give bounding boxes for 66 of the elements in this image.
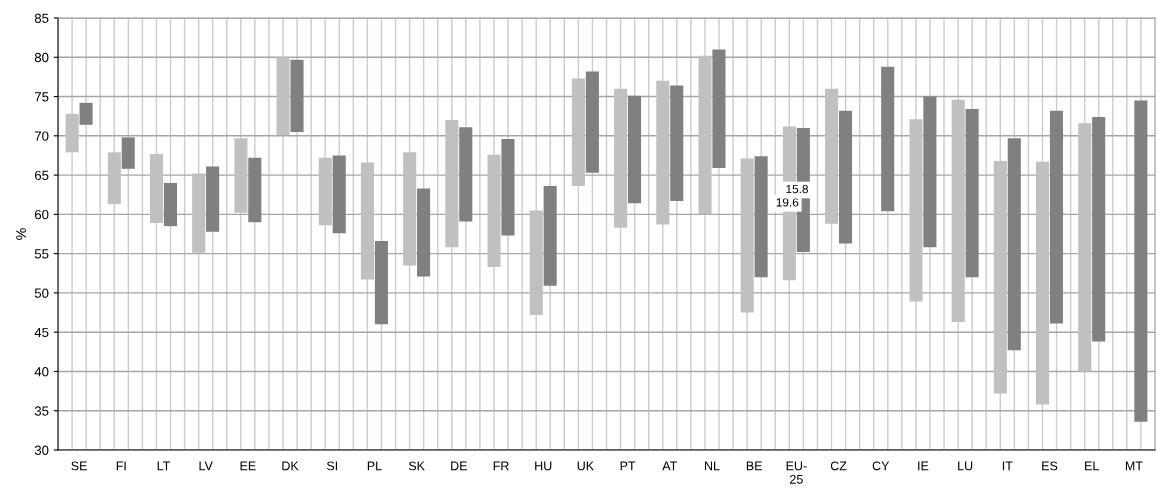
x-tick-label: SE: [71, 461, 87, 471]
y-tick-label: 40: [34, 367, 49, 377]
data-label: 15.8: [786, 184, 808, 194]
x-tick-label: DK: [282, 461, 299, 471]
x-tick-label: SI: [326, 461, 337, 471]
bar: [923, 96, 937, 248]
y-tick-label: 60: [34, 209, 49, 220]
x-tick-label: ES: [1042, 461, 1058, 471]
bar: [585, 71, 599, 173]
data-label: 19.6: [776, 198, 799, 207]
bar: [206, 166, 220, 232]
bar: [1007, 138, 1021, 351]
x-tick-label: HU: [535, 461, 552, 471]
x-tick-label: CZ: [830, 461, 847, 471]
bar: [965, 109, 979, 278]
bar: [838, 110, 853, 244]
bar: [417, 188, 431, 277]
y-tick-label: 45: [34, 327, 49, 338]
x-tick-label: SK: [408, 461, 425, 471]
bar: [248, 157, 262, 223]
x-tick-label: EE: [240, 461, 256, 471]
bar: [670, 85, 684, 202]
x-tick-label: LU: [958, 461, 973, 471]
x-tick-label: IE: [918, 461, 929, 471]
bar: [332, 155, 346, 234]
bar: [543, 186, 557, 286]
bar: [501, 138, 515, 236]
y-tick-label: 55: [34, 249, 49, 259]
bar: [1049, 110, 1064, 324]
x-tick-label: PL: [367, 461, 382, 471]
y-tick-label: 30: [34, 445, 49, 455]
bar: [374, 241, 388, 325]
y-tick-label: 65: [34, 170, 49, 180]
x-tick-label: UK: [577, 461, 594, 471]
bar: [121, 137, 135, 169]
x-tick-label: BE: [746, 461, 762, 471]
bar: [290, 59, 304, 132]
x-tick-label: EU- 25: [786, 461, 807, 484]
x-tick-label: DE: [451, 461, 467, 471]
bar: [881, 66, 895, 212]
x-tick-label: IT: [1002, 461, 1013, 471]
y-axis-title: %: [16, 228, 26, 240]
y-tick-label: 35: [34, 406, 49, 416]
x-tick-label: FR: [493, 461, 509, 471]
x-tick-label: CY: [872, 461, 890, 471]
y-tick-label: 75: [34, 92, 49, 102]
bar: [1092, 116, 1106, 342]
bar: [459, 127, 473, 222]
y-tick-label: 50: [34, 288, 49, 298]
bar: [712, 49, 726, 169]
bar: [163, 182, 177, 227]
x-tick-label: LV: [199, 461, 213, 471]
x-tick-label: AT: [662, 461, 678, 471]
x-tick-label: MT: [1125, 461, 1143, 471]
y-tick-label: 80: [34, 52, 49, 63]
x-tick-label: NL: [705, 461, 720, 471]
x-tick-label: PT: [620, 461, 636, 471]
bar: [1134, 100, 1148, 422]
x-tick-label: EL: [1085, 461, 1099, 471]
x-tick-label: LT: [157, 461, 171, 471]
bar: [79, 102, 93, 125]
bar: [628, 95, 642, 204]
y-tick-label: 70: [34, 131, 49, 141]
x-tick-label: FI: [116, 461, 126, 471]
y-tick-label: 85: [34, 13, 49, 23]
bar: [754, 156, 768, 278]
